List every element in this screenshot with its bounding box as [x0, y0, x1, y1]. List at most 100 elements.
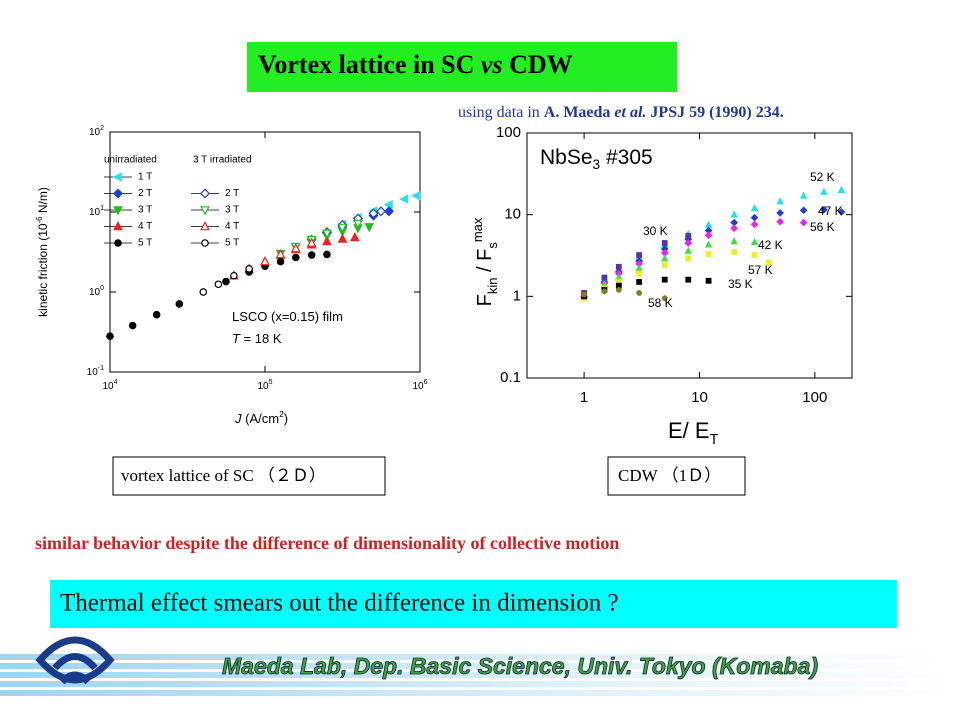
- data-point: [214, 280, 223, 289]
- data-point: [601, 274, 608, 281]
- data-point: [350, 232, 360, 242]
- x-axis-label-part: J: [234, 411, 242, 426]
- legend-marker: [113, 221, 123, 231]
- data-point: [730, 224, 739, 233]
- data-point: [661, 240, 668, 246]
- title: Vortex lattice in SC vs CDW: [258, 50, 573, 79]
- data-point: [411, 190, 421, 201]
- x-tick-label: 104: [102, 379, 117, 391]
- x-axis-label: E/ ET: [668, 418, 719, 448]
- data-point: [820, 205, 828, 214]
- source-part: A. Maeda: [544, 104, 615, 121]
- data-point: [636, 252, 643, 258]
- data-point: [383, 199, 393, 210]
- legend-label: 1 T: [138, 172, 152, 183]
- y-axis-label-part: s: [485, 242, 500, 249]
- legend-marker: [199, 188, 211, 199]
- data-point: [375, 206, 386, 217]
- y-axis-label-part: N/m): [36, 187, 50, 216]
- data-point: [799, 218, 808, 227]
- y-axis-label-part: max: [470, 217, 485, 242]
- y-tick-label: 102: [89, 125, 104, 137]
- x-tick-label-base: 10: [412, 381, 424, 392]
- data-point: [368, 208, 379, 219]
- chart-title-part: 3: [593, 157, 601, 172]
- data-point: [731, 249, 738, 255]
- series-label: 52 K: [810, 170, 835, 184]
- data-point: [750, 213, 759, 222]
- data-point: [684, 246, 693, 254]
- x-tick-label: 10: [691, 389, 708, 406]
- data-point: [245, 264, 253, 273]
- data-point: [837, 185, 846, 193]
- data-point: [776, 197, 784, 205]
- data-point: [601, 288, 608, 295]
- plot-frame: [526, 132, 853, 379]
- y-tick-label-base: 10: [89, 127, 101, 138]
- logo: [35, 636, 115, 685]
- data-point: [128, 321, 137, 330]
- legend-marker: [200, 221, 210, 231]
- data-point: [661, 295, 668, 302]
- data-point: [820, 187, 828, 195]
- y-tick-label: 101: [89, 205, 104, 217]
- series-label: 42 K: [758, 238, 783, 252]
- x-axis-label-part: E/ E: [668, 418, 710, 443]
- data-point: [750, 220, 759, 229]
- data-point: [175, 300, 184, 308]
- source-part: using data in: [458, 104, 544, 121]
- x-tick-label-base: 10: [257, 381, 269, 392]
- annotation-part: T: [232, 331, 241, 346]
- legend-marker: [113, 206, 123, 216]
- footer-band: [0, 654, 960, 696]
- data-point: [322, 235, 332, 246]
- y-tick-label: 10-1: [87, 365, 104, 377]
- caption: vortex lattice of SC （２Ｄ）: [121, 466, 326, 485]
- data-point: [750, 203, 759, 212]
- data-point: [230, 271, 238, 280]
- data-point: [704, 240, 713, 248]
- annotation: LSCO (x=0.15) film: [232, 309, 343, 324]
- legend-label: 2 T: [225, 188, 239, 199]
- data-point: [276, 257, 285, 266]
- remark: similar behavior despite the difference …: [35, 533, 619, 553]
- data-point: [260, 256, 270, 266]
- x-tick-label-base: 10: [102, 381, 114, 392]
- legend-marker: [112, 188, 124, 199]
- chart-title-part: #305: [600, 146, 653, 169]
- legend-label: 3 T: [138, 205, 152, 216]
- data-point: [323, 250, 331, 259]
- y-tick-label: 1: [513, 287, 521, 304]
- title-part: vs: [481, 50, 503, 79]
- caption: CDW （1Ｄ）: [618, 466, 721, 485]
- data-point: [353, 219, 363, 229]
- legend-label: 3 T: [225, 205, 239, 216]
- data-point: [705, 251, 712, 257]
- y-tick-label-exp: 2: [100, 125, 104, 132]
- data-point: [306, 237, 317, 247]
- x-tick-label-exp: 5: [269, 379, 273, 386]
- y-axis-label-part: kin: [485, 278, 500, 295]
- data-point: [615, 286, 622, 293]
- annotation-part: = 18 K: [240, 331, 282, 346]
- y-tick-label-base: 10: [89, 207, 101, 218]
- series-label: 56 K: [810, 220, 835, 234]
- data-point: [581, 291, 587, 298]
- x-tick-label-exp: 6: [424, 379, 428, 386]
- data-point: [776, 209, 784, 217]
- x-tick-label: 100: [802, 389, 827, 406]
- y-axis-label: Fkin / Fsmax: [470, 217, 500, 306]
- data-point: [222, 277, 230, 286]
- data-point: [750, 237, 759, 246]
- y-tick-label: 100: [496, 124, 521, 141]
- data-point: [636, 279, 643, 285]
- caption-box: [112, 456, 386, 496]
- x-axis-label-part: ): [284, 411, 288, 426]
- legend-header: 3 T irradiated: [193, 155, 252, 166]
- legend-marker: [201, 239, 209, 247]
- x-tick-label: 106: [412, 379, 427, 391]
- series-label: 58 K: [648, 296, 673, 310]
- y-tick-label-exp: 1: [100, 205, 104, 212]
- source-part: JPSJ 59 (1990) 234.: [646, 104, 783, 121]
- data-point: [636, 290, 643, 296]
